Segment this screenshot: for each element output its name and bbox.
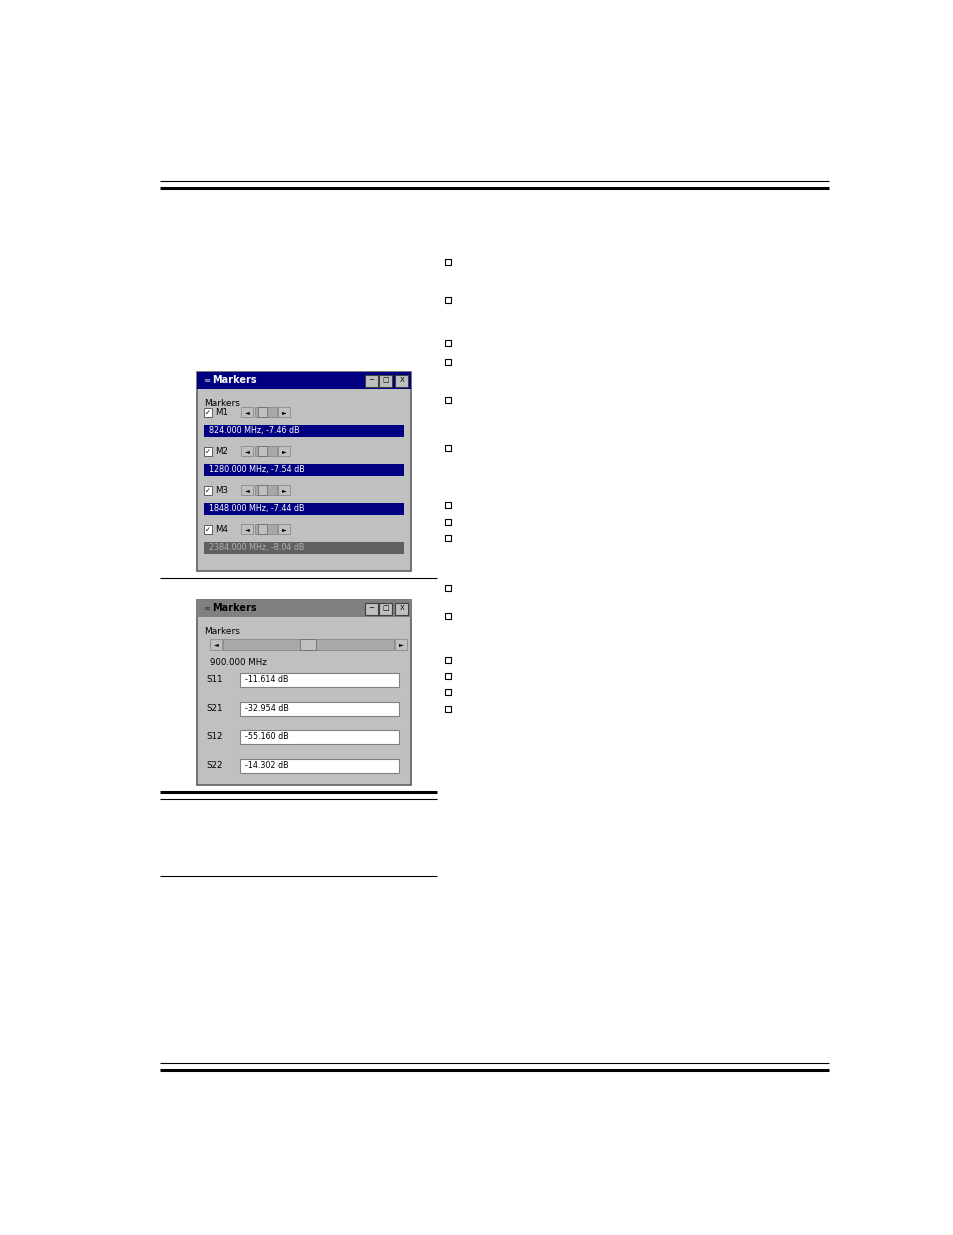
Text: -14.302 dB: -14.302 dB: [245, 761, 288, 769]
Text: ►: ►: [281, 410, 286, 415]
FancyBboxPatch shape: [364, 603, 377, 615]
FancyBboxPatch shape: [395, 603, 408, 615]
FancyBboxPatch shape: [196, 372, 411, 572]
FancyBboxPatch shape: [196, 600, 411, 618]
FancyBboxPatch shape: [210, 638, 222, 651]
FancyBboxPatch shape: [196, 600, 411, 785]
FancyBboxPatch shape: [204, 503, 403, 515]
Text: ◄: ◄: [245, 450, 250, 454]
FancyBboxPatch shape: [239, 701, 398, 716]
Text: −: −: [368, 605, 374, 611]
FancyBboxPatch shape: [254, 446, 276, 456]
Text: Markers: Markers: [212, 375, 256, 385]
FancyBboxPatch shape: [241, 406, 253, 417]
Text: ✓: ✓: [205, 410, 211, 415]
Text: 1848.000 MHz, -7.44 dB: 1848.000 MHz, -7.44 dB: [209, 504, 304, 513]
FancyBboxPatch shape: [239, 673, 398, 688]
Text: ►: ►: [281, 488, 286, 493]
FancyBboxPatch shape: [299, 638, 316, 651]
Text: Markers: Markers: [204, 627, 240, 636]
Text: M3: M3: [215, 487, 228, 495]
Text: M2: M2: [215, 447, 228, 456]
FancyBboxPatch shape: [241, 485, 253, 495]
Text: -11.614 dB: -11.614 dB: [245, 676, 288, 684]
FancyBboxPatch shape: [204, 525, 213, 535]
Text: ◄: ◄: [245, 488, 250, 493]
FancyBboxPatch shape: [223, 638, 394, 651]
FancyBboxPatch shape: [204, 485, 213, 495]
FancyBboxPatch shape: [204, 542, 403, 555]
Text: M4: M4: [215, 525, 228, 534]
FancyBboxPatch shape: [395, 638, 406, 651]
FancyBboxPatch shape: [241, 446, 253, 456]
Text: S11: S11: [206, 676, 223, 684]
Text: 1280.000 MHz, -7.54 dB: 1280.000 MHz, -7.54 dB: [209, 466, 304, 474]
FancyBboxPatch shape: [239, 730, 398, 745]
FancyBboxPatch shape: [378, 374, 392, 387]
FancyBboxPatch shape: [239, 758, 398, 773]
Text: 2384.000 MHz, -8.04 dB: 2384.000 MHz, -8.04 dB: [209, 543, 304, 552]
Text: S12: S12: [206, 732, 223, 741]
FancyBboxPatch shape: [196, 372, 411, 389]
Text: ≡: ≡: [203, 375, 210, 385]
FancyBboxPatch shape: [254, 406, 276, 417]
FancyBboxPatch shape: [378, 603, 392, 615]
Text: ◄: ◄: [245, 410, 250, 415]
FancyBboxPatch shape: [278, 406, 290, 417]
FancyBboxPatch shape: [204, 425, 403, 437]
Text: □: □: [382, 605, 388, 611]
FancyBboxPatch shape: [204, 408, 213, 417]
Text: 824.000 MHz, -7.46 dB: 824.000 MHz, -7.46 dB: [209, 426, 299, 435]
Text: Markers: Markers: [212, 604, 256, 614]
Text: ✓: ✓: [205, 448, 211, 454]
FancyBboxPatch shape: [258, 485, 267, 495]
FancyBboxPatch shape: [364, 374, 377, 387]
Text: ◄: ◄: [213, 642, 218, 647]
FancyBboxPatch shape: [395, 374, 408, 387]
Text: □: □: [382, 377, 388, 383]
Text: M1: M1: [215, 408, 228, 417]
Text: -32.954 dB: -32.954 dB: [245, 704, 289, 713]
Text: 900.000 MHz: 900.000 MHz: [210, 658, 267, 667]
FancyBboxPatch shape: [278, 446, 290, 456]
Text: S22: S22: [206, 761, 223, 769]
FancyBboxPatch shape: [278, 524, 290, 535]
FancyBboxPatch shape: [254, 485, 276, 495]
Text: ≡: ≡: [203, 604, 210, 613]
FancyBboxPatch shape: [204, 447, 213, 456]
Text: S21: S21: [206, 704, 223, 713]
Text: ►: ►: [281, 450, 286, 454]
FancyBboxPatch shape: [258, 406, 267, 417]
Text: ►: ►: [398, 642, 403, 647]
Text: ►: ►: [281, 527, 286, 532]
Text: -55.160 dB: -55.160 dB: [245, 732, 289, 741]
Text: X: X: [399, 377, 404, 383]
Text: Markers: Markers: [204, 399, 240, 409]
FancyBboxPatch shape: [254, 524, 276, 535]
FancyBboxPatch shape: [258, 524, 267, 535]
Text: −: −: [368, 377, 374, 383]
FancyBboxPatch shape: [278, 485, 290, 495]
Text: X: X: [399, 605, 404, 611]
FancyBboxPatch shape: [241, 524, 253, 535]
FancyBboxPatch shape: [258, 446, 267, 456]
Text: ◄: ◄: [245, 527, 250, 532]
Text: ✓: ✓: [205, 526, 211, 532]
Text: ✓: ✓: [205, 488, 211, 494]
FancyBboxPatch shape: [204, 464, 403, 477]
